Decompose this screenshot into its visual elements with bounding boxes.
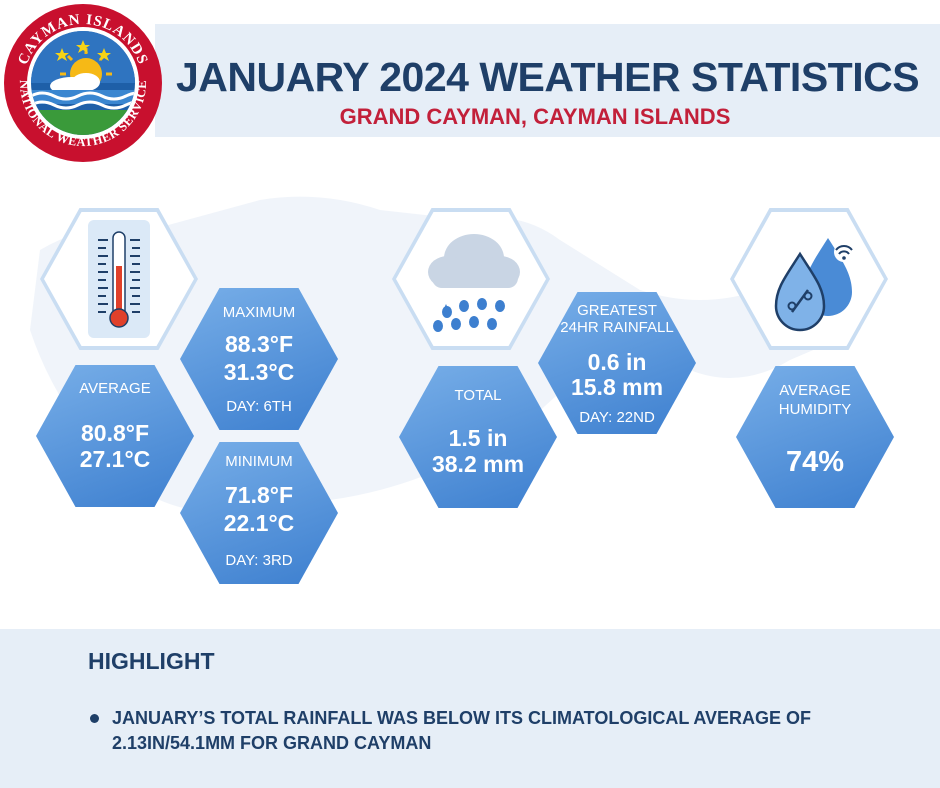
total-rainfall-mm: 38.2 mm [431, 451, 525, 477]
humidity-drops-icon [774, 238, 854, 332]
island-map-background [30, 196, 866, 513]
highlight-title: HIGHLIGHT [88, 648, 215, 674]
maximum-temp-c: 31.3°C [223, 359, 295, 385]
page-subtitle: GRAND CAYMAN, CAYMAN ISLANDS [339, 104, 731, 129]
average-temp-c: 27.1°C [79, 446, 151, 472]
greatest-rainfall-label-2: 24HR RAINFALL [560, 319, 674, 336]
maximum-temp-day: DAY: 6TH [226, 398, 292, 415]
minimum-temp-label: MINIMUM [225, 453, 293, 470]
minimum-temp-f: 71.8°F [224, 482, 293, 508]
average-temp-label: AVERAGE [79, 380, 151, 397]
greatest-rainfall-in: 0.6 in [587, 349, 647, 375]
rain-cloud-icon [428, 234, 520, 332]
humidity-label-1: AVERAGE [779, 382, 851, 399]
greatest-rainfall-mm: 15.8 mm [570, 374, 664, 400]
total-rainfall-in: 1.5 in [448, 425, 508, 451]
highlight-item: JANUARY’S TOTAL RAINFALL WAS BELOW ITS C… [112, 708, 812, 753]
greatest-rainfall-day: DAY: 22ND [579, 409, 655, 426]
page-title: JANUARY 2024 WEATHER STATISTICS [175, 54, 920, 100]
greatest-rainfall-label-1: GREATEST [577, 302, 657, 319]
humidity-label-2: HUMIDITY [778, 401, 852, 418]
maximum-temp-f: 88.3°F [224, 331, 293, 357]
humidity-value: 74% [785, 446, 845, 478]
bullet-icon [90, 714, 99, 723]
header-band [155, 24, 940, 137]
highlight-panel [0, 629, 940, 788]
maximum-temp-label: MAXIMUM [222, 304, 296, 321]
average-temp-f: 80.8°F [80, 420, 149, 446]
national-weather-service-logo: CAYMAN ISLANDS NATIONAL WEATHER SERVICE [4, 4, 162, 162]
thermometer-icon [88, 220, 150, 338]
minimum-temp-c: 22.1°C [223, 510, 295, 536]
minimum-temp-day: DAY: 3RD [225, 552, 293, 569]
total-rainfall-label: TOTAL [454, 387, 502, 404]
